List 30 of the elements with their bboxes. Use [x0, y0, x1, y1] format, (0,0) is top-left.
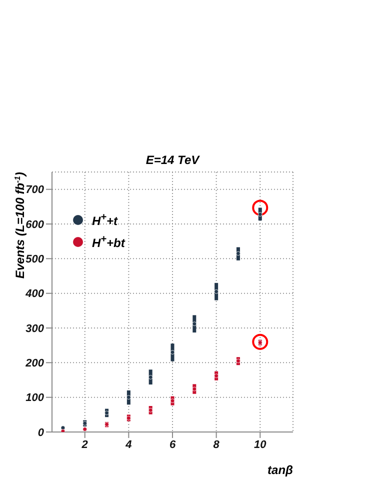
y-tick-label: 400 — [24, 288, 45, 300]
point — [252, 200, 268, 216]
y-tick-label: 100 — [26, 392, 45, 404]
chart-title: E=14 TeV — [146, 153, 200, 167]
y-tick-label: 0 — [38, 426, 45, 439]
point — [258, 212, 262, 216]
x-tick-label: 4 — [124, 438, 132, 451]
x-tick-label: 2 — [80, 438, 88, 451]
point — [82, 427, 88, 432]
legend-label: H$^{+}$+bt — [92, 234, 125, 250]
x-tick-label: 6 — [169, 438, 176, 451]
point — [170, 398, 175, 403]
point — [192, 386, 197, 392]
x-tick-label: 10 — [254, 438, 268, 451]
point — [170, 350, 175, 354]
y-tick-label: 200 — [24, 358, 45, 370]
point — [126, 395, 131, 400]
y-tick-label: 700 — [26, 184, 45, 196]
x-axis-title: tanβ — [268, 463, 294, 477]
point — [214, 374, 219, 378]
y-tick-label: 500 — [26, 254, 45, 266]
y-tick-label: 300 — [26, 322, 45, 335]
point — [236, 251, 240, 256]
point — [252, 334, 268, 350]
point — [148, 375, 153, 380]
x-tick-label: 8 — [213, 438, 220, 451]
point — [214, 289, 219, 294]
y-tick-label: 600 — [26, 218, 45, 231]
legend-label: H$^{+}$+t — [92, 212, 118, 228]
point — [192, 322, 197, 326]
